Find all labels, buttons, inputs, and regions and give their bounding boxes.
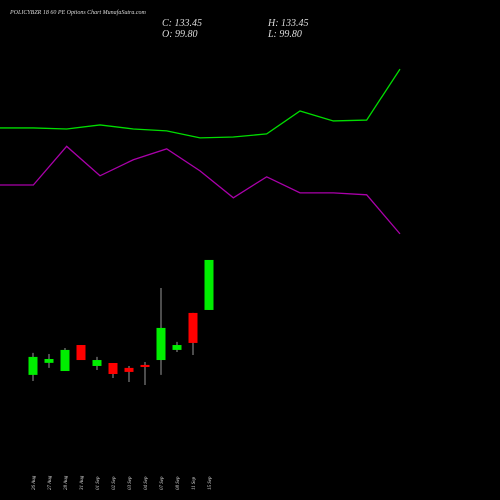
- candle-body: [140, 364, 150, 368]
- x-tick-label: 27 Aug: [48, 475, 53, 490]
- low-label: L: 99.80: [267, 29, 302, 40]
- candle-body: [76, 345, 86, 361]
- x-tick-label: 31 Aug: [80, 475, 85, 490]
- candle-body: [204, 259, 214, 310]
- candle-body: [156, 327, 166, 361]
- x-tick-label: 01 Sep: [96, 476, 101, 490]
- close-label: C: 133.45: [162, 18, 202, 29]
- candle-body: [172, 345, 182, 350]
- x-tick-label: 04 Sep: [144, 476, 149, 490]
- candle-body: [60, 349, 70, 372]
- candle-body: [124, 367, 134, 372]
- x-tick-label: 02 Sep: [112, 476, 117, 490]
- x-tick-label: 11 Sep: [192, 476, 197, 490]
- indicator-line: [0, 68, 401, 139]
- high-label: H: 133.45: [267, 18, 309, 29]
- candle-body: [44, 358, 54, 363]
- x-tick-label: 15 Sep: [208, 476, 213, 490]
- candle-body: [28, 356, 38, 375]
- indicator-line: [0, 145, 401, 235]
- x-tick-label: 03 Sep: [128, 476, 133, 490]
- candle-body: [188, 312, 198, 343]
- chart-title: POLICYBZR 18 60 PE Options Chart MunafaS…: [9, 9, 147, 16]
- open-label: O: 99.80: [162, 29, 198, 40]
- x-tick-label: 07 Sep: [160, 476, 165, 490]
- x-tick-label: 26 Aug: [32, 475, 37, 490]
- x-tick-label: 08 Sep: [176, 476, 181, 490]
- candle-body: [108, 363, 118, 374]
- candle-body: [92, 360, 102, 366]
- x-tick-label: 28 Aug: [64, 475, 69, 490]
